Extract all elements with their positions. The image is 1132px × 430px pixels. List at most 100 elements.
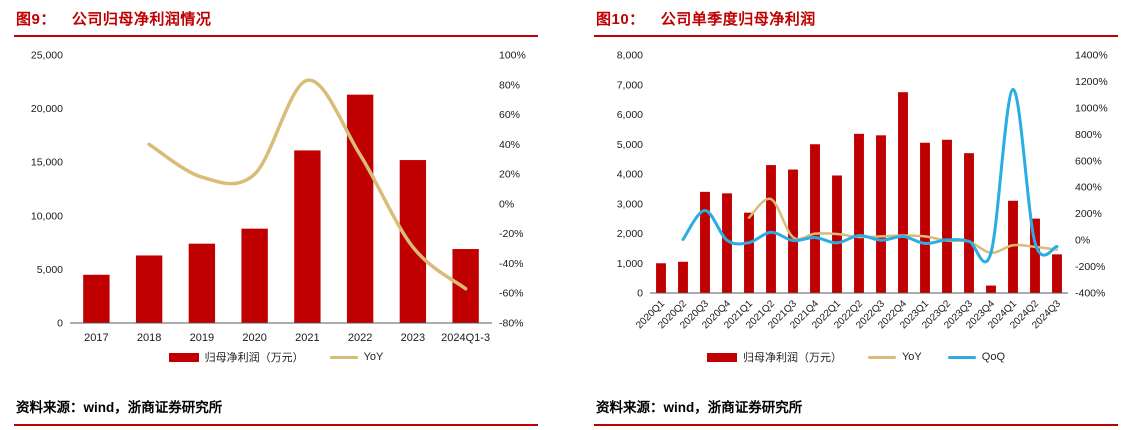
y-axis-right-tick: -80% — [499, 318, 524, 330]
bar — [241, 228, 268, 323]
bar — [1030, 218, 1040, 294]
figure-10-panel: 图10： 公司单季度归母净利润 8,000 7,000 6,000 5,000 4,000… — [594, 6, 1118, 426]
legend-label: QoQ — [981, 351, 1006, 363]
bar — [1052, 254, 1062, 293]
legend-bar-marker — [706, 352, 737, 362]
x-axis-label: 2020 — [242, 332, 266, 344]
bar — [920, 142, 930, 293]
legend-item: YoY — [867, 351, 922, 363]
legend-label: YoY — [901, 351, 922, 363]
source-text: 资料来源：wind，浙商证券研究所 — [596, 400, 803, 415]
y-axis-left-tick: 5,000 — [37, 264, 63, 276]
y-axis-right-tick: 80% — [499, 79, 520, 91]
quarterly-net-profit-chart: 8,000 7,000 6,000 5,000 4,000 3,000 2,000 1,000… — [617, 50, 1108, 332]
title-divider — [594, 35, 1118, 37]
y-axis-right-tick: 1200% — [1075, 76, 1108, 88]
y-axis-left-tick: 2,000 — [617, 228, 643, 240]
bar — [1008, 200, 1018, 293]
bar — [964, 153, 974, 293]
bar — [876, 135, 886, 294]
y-axis-right-tick: 200% — [1075, 208, 1102, 220]
bar — [788, 169, 798, 293]
y-axis-right-tick: 100% — [499, 50, 526, 62]
y-axis-left-tick: 3,000 — [617, 198, 643, 210]
y-axis-left-tick: 7,000 — [617, 79, 643, 91]
x-axis-label: 2021 — [295, 332, 319, 344]
figure-10-title-text: 公司单季度归母净利润 — [660, 11, 816, 28]
bar — [766, 165, 776, 293]
chart-legend: 归母净利润（万元） YoY QoQ — [594, 349, 1118, 365]
y-axis-right-tick: -60% — [499, 288, 524, 300]
annual-net-profit-chart: 25,000 20,000 15,000 10,000 5,000 0 100% 80% 60%… — [31, 50, 526, 345]
y-axis-left-tick: 5,000 — [617, 139, 643, 151]
y-axis-left-tick: 20,000 — [31, 103, 63, 115]
bottom-divider — [14, 424, 538, 426]
y-axis-right-tick: 600% — [1075, 155, 1102, 167]
bar — [399, 160, 427, 323]
legend-item: YoY — [329, 351, 384, 363]
y-axis-right-tick: -40% — [499, 258, 524, 270]
y-axis-left-tick: 0 — [637, 288, 643, 300]
y-axis-left-tick: 1,000 — [617, 258, 643, 270]
y-axis-right-tick: -20% — [499, 228, 524, 240]
y-axis-left-tick: 8,000 — [617, 50, 643, 62]
bar — [346, 94, 374, 323]
qoq-line — [681, 87, 1059, 264]
y-axis-right-tick: 40% — [499, 139, 520, 151]
y-axis-right-tick: 400% — [1075, 182, 1102, 194]
bar — [898, 92, 908, 293]
yoy-line — [147, 78, 468, 291]
figure-9-title: 图9： 公司归母净利润情况 — [14, 6, 538, 35]
figure-9-panel: 图9： 公司归母净利润情况 25,000 20,000 15,000 10,000 5,0… — [14, 6, 538, 426]
chart-legend: 归母净利润（万元） YoY — [14, 349, 538, 365]
bar — [810, 144, 820, 293]
figure-panels: 图9： 公司归母净利润情况 25,000 20,000 15,000 10,000 5,0… — [14, 6, 1118, 426]
x-axis-label: 2019 — [190, 332, 214, 344]
legend-label: YoY — [363, 351, 384, 363]
bottom-divider — [594, 424, 1118, 426]
y-axis-right-tick: -400% — [1075, 288, 1105, 300]
bar — [678, 261, 688, 293]
bar — [744, 212, 754, 293]
figure-10-title: 图10： 公司单季度归母净利润 — [594, 6, 1118, 35]
figure-9-label: 图9： — [16, 11, 56, 28]
bar — [452, 249, 479, 323]
title-divider — [14, 35, 538, 37]
bar — [722, 193, 732, 293]
x-axis-label: 2023 — [401, 332, 425, 344]
source-text: 资料来源：wind，浙商证券研究所 — [16, 400, 223, 415]
x-axis-label: 2018 — [137, 332, 161, 344]
y-axis-right-tick: -200% — [1075, 261, 1105, 273]
legend-line-marker — [329, 355, 358, 359]
bar — [700, 191, 710, 293]
legend-item: 归母净利润（万元） — [706, 349, 842, 365]
y-axis-right-tick: 60% — [499, 109, 520, 121]
legend-item: 归母净利润（万元） — [168, 349, 304, 365]
y-axis-right-tick: 20% — [499, 169, 520, 181]
y-axis-left-tick: 25,000 — [31, 50, 63, 62]
x-axis-label: 2017 — [84, 332, 108, 344]
y-axis-right-tick: 0% — [499, 198, 514, 210]
legend-line-marker — [867, 355, 896, 359]
y-axis-left-tick: 10,000 — [31, 210, 63, 222]
x-axis-label: 2022 — [348, 332, 372, 344]
source-note: 资料来源：wind，浙商证券研究所 — [594, 396, 1118, 424]
bar — [83, 274, 110, 323]
x-axis-label: 2024Q1-3 — [441, 332, 490, 344]
legend-label: 归母净利润（万元） — [204, 352, 304, 364]
y-axis-right-tick: 1000% — [1075, 102, 1108, 114]
legend-item: QoQ — [947, 351, 1006, 363]
y-axis-left-tick: 4,000 — [617, 169, 643, 181]
y-axis-right-tick: 800% — [1075, 129, 1102, 141]
y-axis-right-tick: 0% — [1075, 235, 1090, 247]
bar — [135, 255, 163, 323]
y-axis-left-tick: 0 — [57, 318, 63, 330]
legend-label: 归母净利润（万元） — [742, 352, 842, 364]
y-axis-left-tick: 15,000 — [31, 157, 63, 169]
legend-line-marker — [947, 355, 976, 359]
bar — [294, 150, 321, 323]
bar — [854, 133, 864, 293]
figure-9-title-text: 公司归母净利润情况 — [71, 11, 212, 28]
bar — [986, 285, 996, 293]
